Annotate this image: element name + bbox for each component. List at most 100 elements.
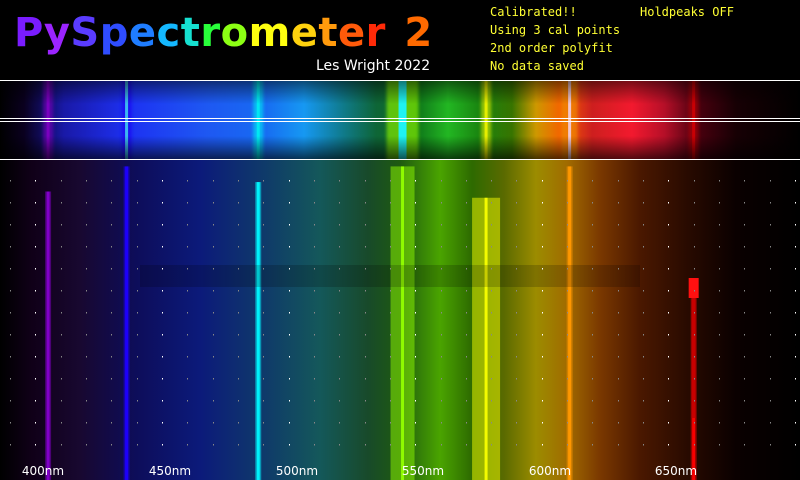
grid-dot (365, 356, 366, 358)
grid-dot (263, 268, 264, 270)
grid-dot (491, 334, 492, 336)
grid-dot (643, 268, 644, 270)
grid-dot (238, 180, 239, 182)
grid-dot (390, 400, 391, 402)
grid-dot (339, 356, 340, 358)
grid-dot (567, 180, 568, 182)
grid-dot (35, 246, 36, 248)
grid-dot (415, 422, 416, 424)
grid-dot (795, 444, 796, 446)
grid-dot (592, 356, 593, 358)
grid-dot (744, 334, 745, 336)
grid-dot (238, 224, 239, 226)
grid-dot (491, 246, 492, 248)
grid-dot (238, 444, 239, 446)
grid-dot (441, 268, 442, 270)
grid-dot (35, 356, 36, 358)
grid-dot (668, 444, 669, 446)
grid-dot (314, 180, 315, 182)
grid-dot (719, 246, 720, 248)
grid-dot (238, 378, 239, 380)
grid-dot (719, 290, 720, 292)
grid-dot (10, 202, 11, 204)
grid-dot (213, 312, 214, 314)
grid-dot (415, 224, 416, 226)
grid-dot (770, 180, 771, 182)
grid-dot (415, 378, 416, 380)
grid-dot (289, 356, 290, 358)
grid-dot (592, 422, 593, 424)
grid-dot (86, 180, 87, 182)
grid-dot (592, 180, 593, 182)
grid-dot (314, 444, 315, 446)
grid-dot (643, 334, 644, 336)
grid-dot (618, 180, 619, 182)
grid-dot (86, 444, 87, 446)
grid-dot (61, 268, 62, 270)
grid-dot (516, 180, 517, 182)
title-letter: o (220, 10, 249, 56)
grid-dot (162, 224, 163, 226)
band-shade (0, 80, 800, 160)
grid-dot (415, 400, 416, 402)
grid-dot (441, 290, 442, 292)
grid-dot (213, 400, 214, 402)
grid-dot (111, 224, 112, 226)
grid-dot (289, 444, 290, 446)
spectrum-graph[interactable] (0, 160, 800, 480)
grid-dot (466, 378, 467, 380)
grid-dot (390, 246, 391, 248)
grid-dot (795, 246, 796, 248)
grid-dot (365, 444, 366, 446)
grid-dot (365, 224, 366, 226)
grid-dot (137, 224, 138, 226)
grid-dot (61, 422, 62, 424)
grid-dot (415, 356, 416, 358)
grid-dot (111, 334, 112, 336)
grid-dot (213, 356, 214, 358)
grid-dot (694, 224, 695, 226)
grid-dot (162, 202, 163, 204)
grid-dot (618, 246, 619, 248)
grid-dot (466, 224, 467, 226)
grid-dot (719, 202, 720, 204)
grid-dot (35, 268, 36, 270)
grid-dot (339, 202, 340, 204)
grid-dot (213, 224, 214, 226)
spectrum-graph-canvas[interactable] (0, 160, 800, 480)
grid-dot (441, 378, 442, 380)
grid-dot (770, 224, 771, 226)
grid-dot (516, 444, 517, 446)
grid-dot (770, 246, 771, 248)
grid-dot (618, 224, 619, 226)
grid-dot (339, 290, 340, 292)
grid-dot (137, 356, 138, 358)
grid-dot (795, 422, 796, 424)
grid-dot (263, 202, 264, 204)
grid-dot (10, 356, 11, 358)
grid-dot (516, 224, 517, 226)
grid-dot (719, 312, 720, 314)
grid-dot (744, 422, 745, 424)
grid-dot (466, 290, 467, 292)
grid-dot (618, 400, 619, 402)
title-letter: m (248, 10, 291, 56)
grid-dot (86, 400, 87, 402)
grid-dot (263, 224, 264, 226)
grid-dot (795, 378, 796, 380)
grid-dot (314, 224, 315, 226)
grid-dot (61, 180, 62, 182)
spectrum-preview (0, 80, 800, 160)
grid-dot (365, 422, 366, 424)
grid-dot (770, 378, 771, 380)
grid-dot (61, 356, 62, 358)
grid-dot (441, 180, 442, 182)
grid-dot (516, 422, 517, 424)
grid-dot (516, 268, 517, 270)
grid-dot (491, 422, 492, 424)
grid-dot (187, 224, 188, 226)
grid-dot (668, 378, 669, 380)
grid-dot (289, 180, 290, 182)
grid-dot (314, 334, 315, 336)
grid-dot (668, 312, 669, 314)
